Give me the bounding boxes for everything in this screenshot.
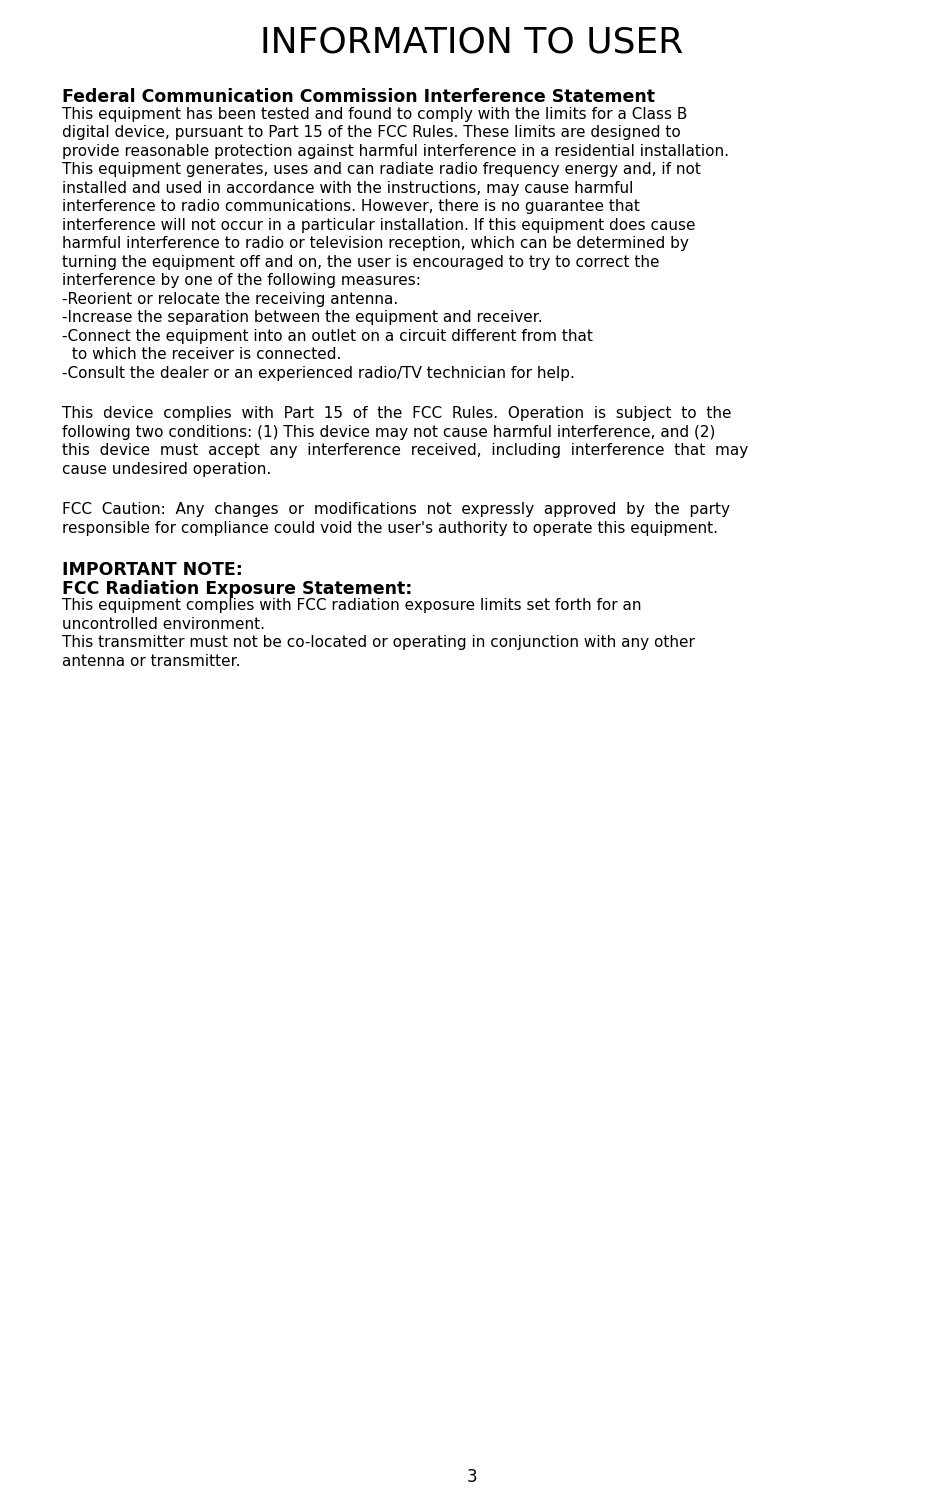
Text: IMPORTANT NOTE:: IMPORTANT NOTE: bbox=[62, 561, 243, 579]
Text: following two conditions: (1) This device may not cause harmful interference, an: following two conditions: (1) This devic… bbox=[62, 424, 716, 439]
Text: to which the receiver is connected.: to which the receiver is connected. bbox=[67, 348, 342, 363]
Text: 3: 3 bbox=[466, 1467, 478, 1485]
Text: digital device, pursuant to Part 15 of the FCC Rules. These limits are designed : digital device, pursuant to Part 15 of t… bbox=[62, 125, 681, 140]
Text: This equipment has been tested and found to comply with the limits for a Class B: This equipment has been tested and found… bbox=[62, 107, 687, 122]
Text: This equipment complies with FCC radiation exposure limits set forth for an: This equipment complies with FCC radiati… bbox=[62, 597, 642, 613]
Text: antenna or transmitter.: antenna or transmitter. bbox=[62, 653, 241, 668]
Text: responsible for compliance could void the user's authority to operate this equip: responsible for compliance could void th… bbox=[62, 521, 718, 536]
Text: INFORMATION TO USER: INFORMATION TO USER bbox=[261, 26, 683, 59]
Text: -Connect the equipment into an outlet on a circuit different from that: -Connect the equipment into an outlet on… bbox=[62, 328, 593, 343]
Text: turning the equipment off and on, the user is encouraged to try to correct the: turning the equipment off and on, the us… bbox=[62, 254, 660, 269]
Text: harmful interference to radio or television reception, which can be determined b: harmful interference to radio or televis… bbox=[62, 236, 689, 251]
Text: -Reorient or relocate the receiving antenna.: -Reorient or relocate the receiving ante… bbox=[62, 292, 398, 307]
Text: interference will not occur in a particular installation. If this equipment does: interference will not occur in a particu… bbox=[62, 218, 696, 232]
Text: This transmitter must not be co-located or operating in conjunction with any oth: This transmitter must not be co-located … bbox=[62, 635, 695, 650]
Text: FCC Radiation Exposure Statement:: FCC Radiation Exposure Statement: bbox=[62, 579, 413, 597]
Text: interference by one of the following measures:: interference by one of the following mea… bbox=[62, 272, 421, 287]
Text: This  device  complies  with  Part  15  of  the  FCC  Rules.  Operation  is  sub: This device complies with Part 15 of the… bbox=[62, 406, 732, 421]
Text: this  device  must  accept  any  interference  received,  including  interferenc: this device must accept any interference… bbox=[62, 442, 749, 458]
Text: installed and used in accordance with the instructions, may cause harmful: installed and used in accordance with th… bbox=[62, 181, 633, 196]
Text: interference to radio communications. However, there is no guarantee that: interference to radio communications. Ho… bbox=[62, 199, 640, 214]
Text: This equipment generates, uses and can radiate radio frequency energy and, if no: This equipment generates, uses and can r… bbox=[62, 163, 700, 178]
Text: FCC  Caution:  Any  changes  or  modifications  not  expressly  approved  by  th: FCC Caution: Any changes or modification… bbox=[62, 503, 730, 518]
Text: cause undesired operation.: cause undesired operation. bbox=[62, 462, 271, 477]
Text: -Increase the separation between the equipment and receiver.: -Increase the separation between the equ… bbox=[62, 310, 543, 325]
Text: -Consult the dealer or an experienced radio/TV technician for help.: -Consult the dealer or an experienced ra… bbox=[62, 366, 575, 381]
Text: uncontrolled environment.: uncontrolled environment. bbox=[62, 617, 265, 632]
Text: Federal Communication Commission Interference Statement: Federal Communication Commission Interfe… bbox=[62, 87, 655, 105]
Text: provide reasonable protection against harmful interference in a residential inst: provide reasonable protection against ha… bbox=[62, 143, 729, 158]
